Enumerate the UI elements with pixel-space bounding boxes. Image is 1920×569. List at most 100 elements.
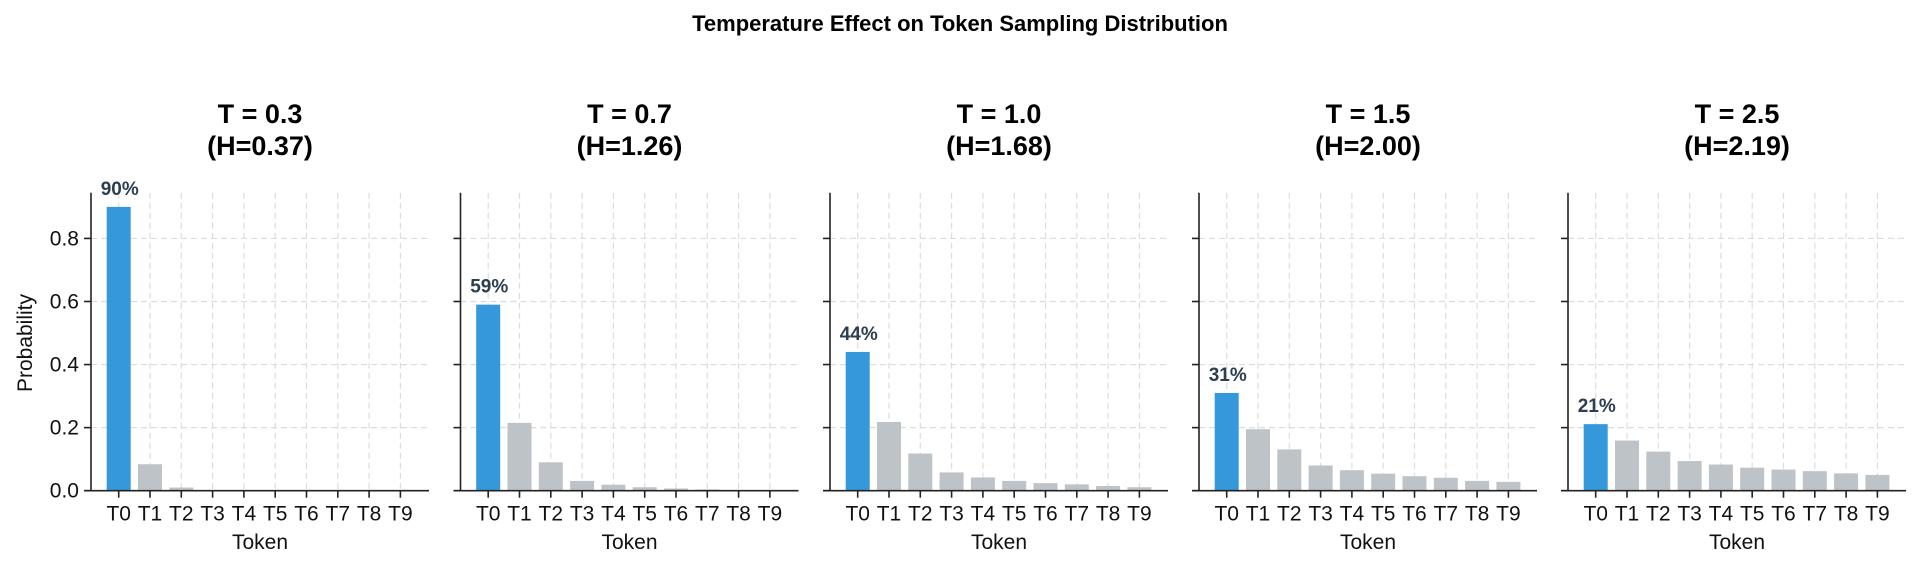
panel-0: T = 0.3(H=0.37) 0.0 0.2 0.4 0.6 0.8 T0 T1 T2 T3 T4… [50, 99, 429, 554]
x-tick-label: T2 [539, 503, 564, 526]
bar-t0 [476, 304, 501, 491]
panel-title-line2: (H=1.26) [577, 131, 683, 161]
x-axis-label: Token [601, 531, 657, 554]
x-tick-label: T9 [1496, 503, 1521, 526]
x-tick-label: T2 [908, 503, 933, 526]
x-tick-label: T5 [1002, 503, 1027, 526]
x-tick-label: T0 [476, 503, 501, 526]
x-tick-label: T0 [1583, 503, 1608, 526]
bar-t1 [877, 421, 901, 491]
bar-t5 [1740, 467, 1765, 491]
x-tick-label: T7 [695, 503, 720, 526]
bar-t6 [664, 488, 688, 491]
x-tick-label: T8 [1096, 503, 1121, 526]
x-tick-label: T3 [1677, 503, 1702, 526]
panel-title-line2: (H=0.37) [207, 131, 313, 161]
bar-t2 [908, 453, 933, 491]
panel-title-line2: (H=2.19) [1684, 131, 1790, 161]
bar-t9 [1496, 481, 1521, 491]
x-tick-label: T3 [200, 503, 225, 526]
chart-title: Temperature Effect on Token Sampling Dis… [692, 11, 1228, 36]
panel-title-line1: T = 1.5 [1326, 99, 1411, 129]
x-tick-label: T3 [1308, 503, 1333, 526]
x-tick-label: T0 [1214, 503, 1239, 526]
bar-t7 [1802, 471, 1827, 491]
x-tick-label: T9 [1127, 503, 1152, 526]
bar-t7 [1064, 484, 1089, 491]
bar-t4 [1339, 470, 1364, 491]
x-tick-label: T6 [1771, 503, 1796, 526]
panel-title-line2: (H=2.00) [1315, 131, 1421, 161]
x-tick-label: T7 [1803, 503, 1828, 526]
x-tick-label: T9 [758, 503, 783, 526]
panel-2: T = 1.0(H=1.68) T0 T1 T2 T3 T4 T5 T6 T7 T8 T9 44% To… [823, 99, 1168, 554]
bar-t4 [1708, 464, 1733, 491]
x-tick-label: T6 [294, 503, 319, 526]
x-tick-label: T2 [1277, 503, 1302, 526]
y-tick-label: 0.6 [50, 290, 79, 313]
panel-title-line1: T = 0.3 [218, 99, 303, 129]
bar-t7 [1433, 477, 1458, 491]
x-tick-label: T5 [1740, 503, 1765, 526]
x-tick-label: T7 [1065, 503, 1090, 526]
bar-t4 [970, 477, 995, 491]
x-tick-label: T6 [664, 503, 689, 526]
bar-t6 [1402, 476, 1427, 491]
panel-title-line1: T = 2.5 [1695, 99, 1780, 129]
x-tick-label: T9 [388, 503, 413, 526]
x-tick-label: T1 [877, 503, 902, 526]
x-tick-label: T8 [1834, 503, 1859, 526]
bar-t9 [1865, 474, 1890, 491]
bar-t2 [1277, 449, 1302, 491]
x-tick-label: T4 [232, 503, 257, 526]
bar-t8 [1465, 480, 1490, 491]
x-tick-label: T4 [1340, 503, 1365, 526]
bar-t0 [1214, 392, 1239, 491]
bar-value-label: 31% [1209, 365, 1247, 386]
bar-t2 [538, 462, 563, 491]
x-tick-label: T4 [601, 503, 626, 526]
bar-t9 [1127, 487, 1152, 491]
panel-4: T = 2.5(H=2.19) T0 T1 T2 T3 T4 T5 T6 T7 T8 T9 21% To… [1561, 99, 1906, 554]
x-tick-label: T6 [1033, 503, 1058, 526]
bar-t3 [1308, 465, 1333, 491]
bar-t0 [106, 206, 131, 491]
x-tick-label: T5 [263, 503, 288, 526]
x-tick-label: T9 [1865, 503, 1890, 526]
y-tick-label: 0.2 [50, 417, 79, 440]
bar-t8 [1834, 473, 1859, 491]
x-tick-label: T8 [1465, 503, 1490, 526]
panel-1: T = 0.7(H=1.26) T0 T1 T2 T3 T4 T5 T6 T7 T8 T9 59% To… [453, 99, 799, 554]
bar-t6 [1033, 483, 1058, 491]
bar-value-label: 21% [1578, 396, 1616, 417]
bar-t1 [1615, 440, 1639, 491]
x-axis-label: Token [232, 531, 288, 554]
x-tick-label: T3 [570, 503, 595, 526]
x-tick-label: T7 [326, 503, 351, 526]
bar-t3 [570, 480, 595, 491]
bar-t5 [632, 487, 657, 491]
bar-t1 [138, 464, 162, 491]
bar-t3 [1677, 461, 1702, 491]
bar-t6 [1771, 469, 1796, 491]
x-tick-label: T2 [1646, 503, 1671, 526]
bar-t3 [939, 472, 964, 491]
bar-t4 [601, 484, 626, 491]
bar-t0 [1583, 424, 1608, 491]
x-tick-label: T6 [1402, 503, 1427, 526]
x-tick-label: T7 [1434, 503, 1459, 526]
x-tick-label: T5 [1371, 503, 1396, 526]
x-tick-label: T0 [106, 503, 131, 526]
x-tick-label: T5 [632, 503, 657, 526]
bar-t5 [1371, 473, 1396, 491]
y-tick-label: 0.8 [50, 227, 79, 250]
bar-t0 [845, 351, 870, 491]
y-axis-label: Probability [14, 293, 37, 392]
panel-title-line1: T = 0.7 [587, 99, 672, 129]
x-tick-label: T3 [939, 503, 964, 526]
panel-3: T = 1.5(H=2.00) T0 T1 T2 T3 T4 T5 T6 T7 T8 T9 31% To… [1192, 99, 1537, 554]
x-tick-label: T1 [1615, 503, 1640, 526]
x-tick-label: T4 [971, 503, 996, 526]
x-tick-label: T0 [845, 503, 870, 526]
bar-t2 [1646, 451, 1671, 491]
